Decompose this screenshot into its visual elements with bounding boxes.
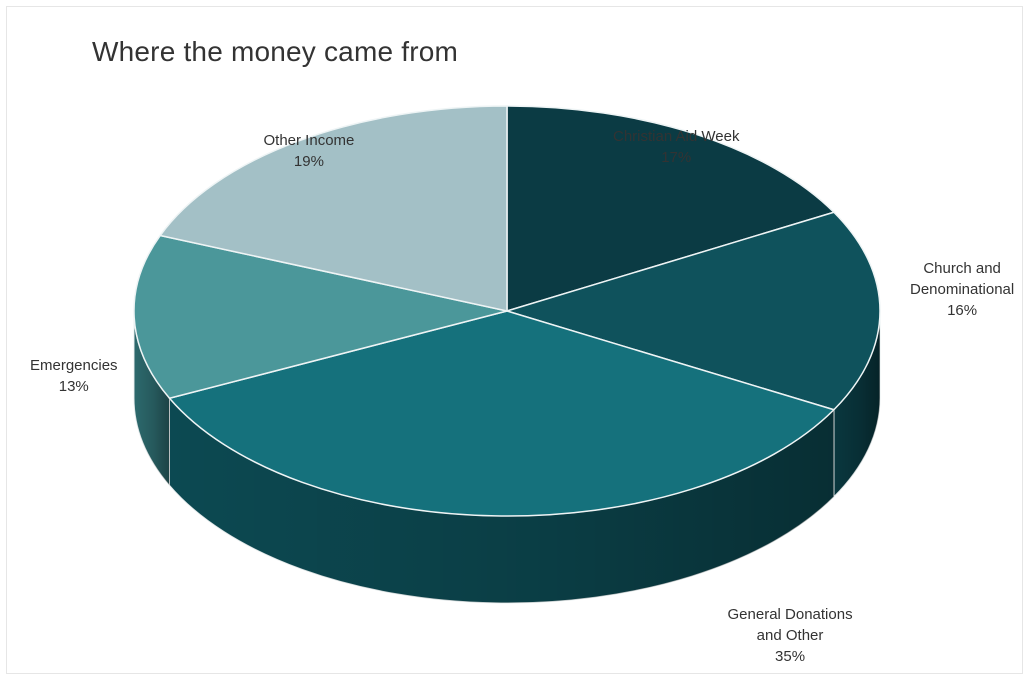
slice-label-text: and Other — [756, 627, 824, 644]
slice-label-text: Other Income — [263, 132, 355, 149]
pie-slice-church-and-denominational[interactable] — [506, 211, 881, 411]
slice-label-general-donations: General Donations and Other 35% — [728, 604, 853, 667]
slice-label-value: 13% — [58, 378, 89, 395]
pie-slice-emergencies[interactable] — [133, 234, 508, 400]
slice-label-christian-aid-week: Christian Aid Week 17% — [613, 126, 739, 168]
slice-label-emergencies: Emergencies 13% — [30, 355, 118, 397]
slice-label-text: Church and — [923, 260, 1001, 277]
slice-label-value: 17% — [661, 149, 692, 166]
slice-label-value: 19% — [293, 153, 324, 170]
pie-side-shade — [169, 398, 834, 603]
slice-label-text: Emergencies — [30, 357, 118, 374]
pie-side-shade — [833, 311, 880, 497]
pie-slice-christian-aid-week[interactable] — [506, 105, 835, 312]
slice-label-value: 16% — [947, 302, 978, 319]
chart-frame — [6, 6, 1023, 674]
slice-label-church-and-denominational: Church and Denominational 16% — [910, 258, 1014, 321]
slice-label-value: 35% — [775, 648, 806, 665]
pie-slice-other-income[interactable] — [159, 105, 508, 312]
slice-label-other-income: Other Income 19% — [264, 130, 355, 172]
chart-title: Where the money came from — [92, 36, 459, 67]
slice-label-text: Christian Aid Week — [613, 128, 740, 145]
pie-slice-general-donations-and-other[interactable] — [168, 310, 835, 517]
slice-label-text: Denominational — [910, 281, 1015, 298]
slice-label-text: General Donations — [727, 606, 853, 623]
pie-side-shade — [134, 311, 170, 486]
